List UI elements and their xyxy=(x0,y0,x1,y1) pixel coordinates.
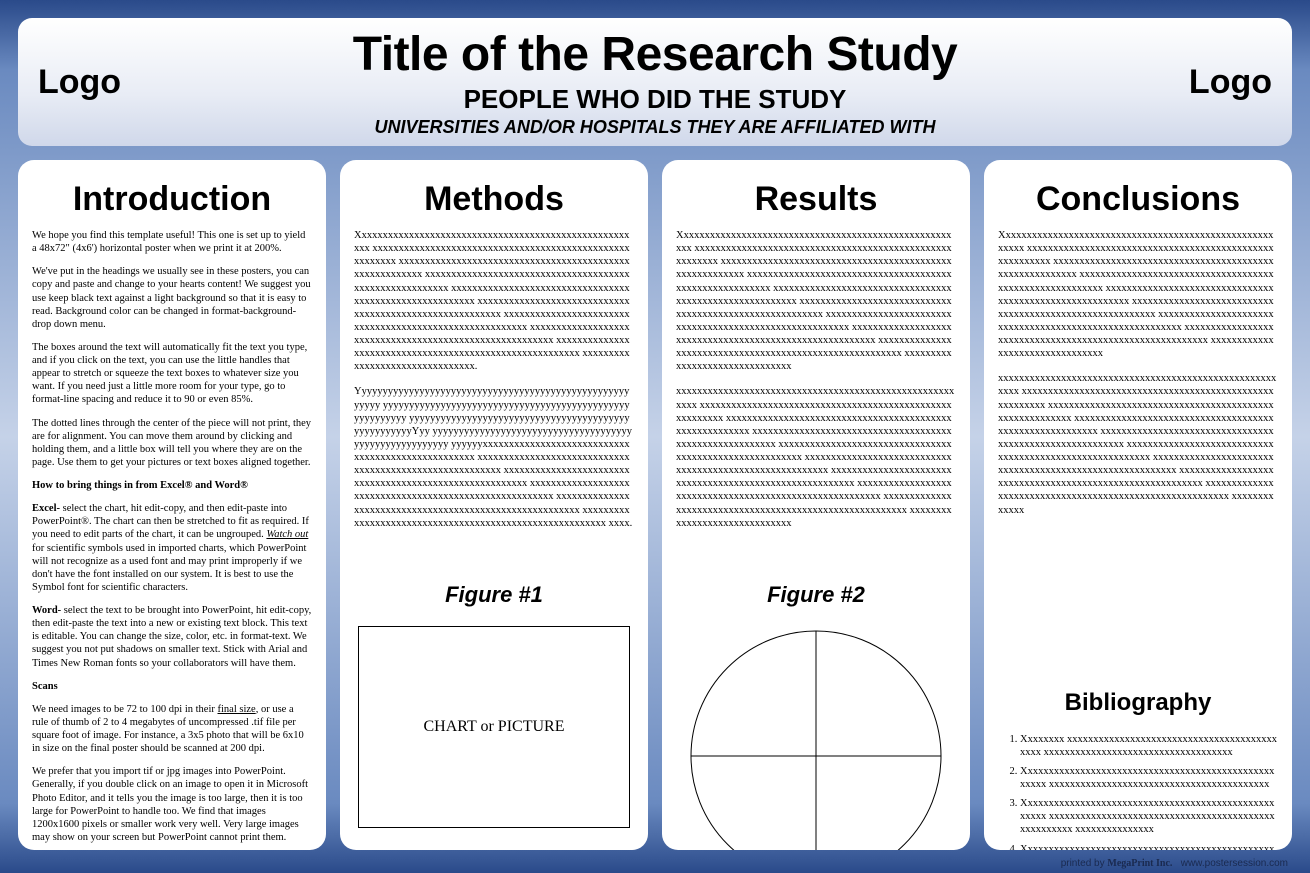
bibliography-item: Xxxxxxxx xxxxxxxxxxxxxxxxxxxxxxxxxxxxxxx… xyxy=(1020,733,1278,759)
pie-chart-figure xyxy=(676,626,956,850)
header-center: Title of the Research Study PEOPLE WHO D… xyxy=(208,27,1102,138)
intro-scans-heading: Scans xyxy=(32,680,312,693)
intro-p2: We've put in the headings we usually see… xyxy=(32,265,312,331)
intro-p3: The boxes around the text will automatic… xyxy=(32,341,312,407)
bibliography-list: Xxxxxxxx xxxxxxxxxxxxxxxxxxxxxxxxxxxxxxx… xyxy=(998,733,1278,850)
conclusions-body: Xxxxxxxxxxxxxxxxxxxxxxxxxxxxxxxxxxxxxxxx… xyxy=(998,229,1278,529)
intro-body: We hope you find this template useful! T… xyxy=(32,229,312,850)
poster-columns: Introduction We hope you find this templ… xyxy=(0,146,1310,850)
conclusions-para2: xxxxxxxxxxxxxxxxxxxxxxxxxxxxxxxxxxxxxxxx… xyxy=(998,372,1278,516)
results-body: Xxxxxxxxxxxxxxxxxxxxxxxxxxxxxxxxxxxxxxxx… xyxy=(676,229,956,542)
heading-introduction: Introduction xyxy=(32,180,312,219)
figure2-label: Figure #2 xyxy=(676,582,956,608)
results-para2: xxxxxxxxxxxxxxxxxxxxxxxxxxxxxxxxxxxxxxxx… xyxy=(676,385,956,529)
conclusions-para1: Xxxxxxxxxxxxxxxxxxxxxxxxxxxxxxxxxxxxxxxx… xyxy=(998,229,1278,360)
panel-results: Results Xxxxxxxxxxxxxxxxxxxxxxxxxxxxxxxx… xyxy=(662,160,970,850)
intro-excel: Excel- select the chart, hit edit-copy, … xyxy=(32,502,312,594)
heading-results: Results xyxy=(676,180,956,219)
heading-bibliography: Bibliography xyxy=(998,689,1278,717)
methods-para1: Xxxxxxxxxxxxxxxxxxxxxxxxxxxxxxxxxxxxxxxx… xyxy=(354,229,634,373)
intro-word: Word- select the text to be brought into… xyxy=(32,604,312,670)
intro-p4: The dotted lines through the center of t… xyxy=(32,417,312,470)
poster-authors: PEOPLE WHO DID THE STUDY xyxy=(208,84,1102,115)
chart-placeholder: CHART or PICTURE xyxy=(358,626,630,828)
intro-p1: We hope you find this template useful! T… xyxy=(32,229,312,255)
poster-affiliation: UNIVERSITIES AND/OR HOSPITALS THEY ARE A… xyxy=(208,117,1102,138)
panel-conclusions: Conclusions Xxxxxxxxxxxxxxxxxxxxxxxxxxxx… xyxy=(984,160,1292,850)
poster-footer: printed by MegaPrint Inc. www.postersess… xyxy=(1061,858,1288,869)
logo-right: Logo xyxy=(1102,63,1272,102)
methods-para2: Yyyyyyyyyyyyyyyyyyyyyyyyyyyyyyyyyyyyyyyy… xyxy=(354,385,634,529)
poster-title: Title of the Research Study xyxy=(208,27,1102,82)
figure1-label: Figure #1 xyxy=(354,582,634,608)
panel-introduction: Introduction We hope you find this templ… xyxy=(18,160,326,850)
intro-scans-p2: We prefer that you import tif or jpg ima… xyxy=(32,765,312,844)
chart-placeholder-text: CHART or PICTURE xyxy=(424,718,565,736)
logo-left: Logo xyxy=(38,63,208,102)
bibliography-item: Xxxxxxxxxxxxxxxxxxxxxxxxxxxxxxxxxxxxxxxx… xyxy=(1020,797,1278,836)
methods-body: Xxxxxxxxxxxxxxxxxxxxxxxxxxxxxxxxxxxxxxxx… xyxy=(354,229,634,542)
heading-conclusions: Conclusions xyxy=(998,180,1278,219)
bibliography-item: Xxxxxxxxxxxxxxxxxxxxxxxxxxxxxxxxxxxxxxxx… xyxy=(1020,843,1278,851)
footer-company: MegaPrint Inc. xyxy=(1107,858,1172,869)
footer-url: www.postersession.com xyxy=(1181,858,1288,869)
heading-methods: Methods xyxy=(354,180,634,219)
bibliography-item: Xxxxxxxxxxxxxxxxxxxxxxxxxxxxxxxxxxxxxxxx… xyxy=(1020,765,1278,791)
panel-methods: Methods Xxxxxxxxxxxxxxxxxxxxxxxxxxxxxxxx… xyxy=(340,160,648,850)
poster-header: Logo Title of the Research Study PEOPLE … xyxy=(18,18,1292,146)
results-para1: Xxxxxxxxxxxxxxxxxxxxxxxxxxxxxxxxxxxxxxxx… xyxy=(676,229,956,373)
intro-scans-p1: We need images to be 72 to 100 dpi in th… xyxy=(32,703,312,756)
intro-howto-heading: How to bring things in from Excel® and W… xyxy=(32,479,312,492)
footer-printed-by: printed by xyxy=(1061,858,1108,869)
pie-chart-icon xyxy=(686,626,946,850)
